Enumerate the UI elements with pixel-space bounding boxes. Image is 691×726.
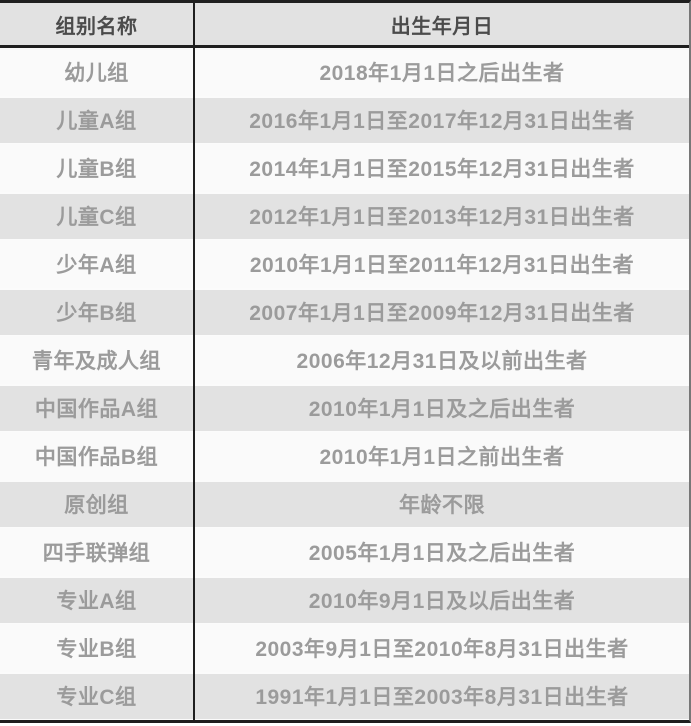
birth-date-cell: 2005年1月1日及之后出生者: [193, 528, 689, 576]
group-name-cell: 儿童B组: [56, 158, 137, 181]
table-row: 中国作品A组 2010年1月1日及之后出生者: [0, 384, 689, 432]
group-name-cell: 四手联弹组: [42, 542, 151, 565]
group-name-cell: 儿童A组: [56, 110, 137, 133]
birth-date-cell: 2006年12月31日及以前出生者: [193, 336, 689, 384]
birth-date-cell: 2010年9月1日及以后出生者: [193, 576, 689, 624]
birth-date-cell: 2016年1月1日至2017年12月31日出生者: [193, 96, 689, 144]
group-name-cell: 儿童C组: [56, 206, 137, 229]
group-name-cell: 原创组: [64, 494, 129, 517]
table-row: 幼儿组 2018年1月1日之后出生者: [0, 48, 689, 96]
group-name-cell: 少年B组: [56, 302, 137, 325]
header-cell-birth-date: 出生年月日: [193, 3, 689, 45]
birth-date-cell: 2010年1月1日至2011年12月31日出生者: [193, 240, 689, 288]
table-row: 儿童C组 2012年1月1日至2013年12月31日出生者: [0, 192, 689, 240]
birth-date-cell: 2012年1月1日至2013年12月31日出生者: [193, 192, 689, 240]
birth-date-cell: 年龄不限: [193, 480, 689, 528]
table-row: 专业A组 2010年9月1日及以后出生者: [0, 576, 689, 624]
table-row: 四手联弹组 2005年1月1日及之后出生者: [0, 528, 689, 576]
group-name-cell: 少年A组: [56, 254, 137, 277]
table-row: 少年A组 2010年1月1日至2011年12月31日出生者: [0, 240, 689, 288]
table-row: 专业B组 2003年9月1日至2010年8月31日出生者: [0, 624, 689, 672]
group-name-cell: 幼儿组: [64, 62, 129, 85]
group-name-cell: 中国作品A组: [34, 398, 159, 421]
group-name-cell: 青年及成人组: [32, 350, 161, 373]
table-row: 少年B组 2007年1月1日至2009年12月31日出生者: [0, 288, 689, 336]
group-name-cell: 专业B组: [56, 638, 137, 661]
header-cell-group-name: 组别名称: [55, 15, 138, 38]
birth-date-cell: 2014年1月1日至2015年12月31日出生者: [193, 144, 689, 192]
table-row: 原创组 年龄不限: [0, 480, 689, 528]
birth-date-cell: 2010年1月1日及之后出生者: [193, 384, 689, 432]
group-name-cell: 中国作品B组: [34, 446, 159, 469]
table-row: 儿童A组 2016年1月1日至2017年12月31日出生者: [0, 96, 689, 144]
birth-date-cell: 2018年1月1日之后出生者: [193, 48, 689, 96]
birth-date-cell: 2007年1月1日至2009年12月31日出生者: [193, 288, 689, 336]
birth-date-cell: 2003年9月1日至2010年8月31日出生者: [193, 624, 689, 672]
table-row: 儿童B组 2014年1月1日至2015年12月31日出生者: [0, 144, 689, 192]
birth-date-cell: 1991年1月1日至2003年8月31日出生者: [193, 672, 689, 720]
group-name-cell: 专业C组: [56, 686, 137, 709]
group-name-cell: 专业A组: [56, 590, 137, 613]
birth-date-cell: 2010年1月1日之前出生者: [193, 432, 689, 480]
header-row: 组别名称 出生年月日: [0, 3, 689, 48]
table-row: 专业C组 1991年1月1日至2003年8月31日出生者: [0, 672, 689, 720]
table-row: 青年及成人组 2006年12月31日及以前出生者: [0, 336, 689, 384]
table-row: 中国作品B组 2010年1月1日之前出生者: [0, 432, 689, 480]
